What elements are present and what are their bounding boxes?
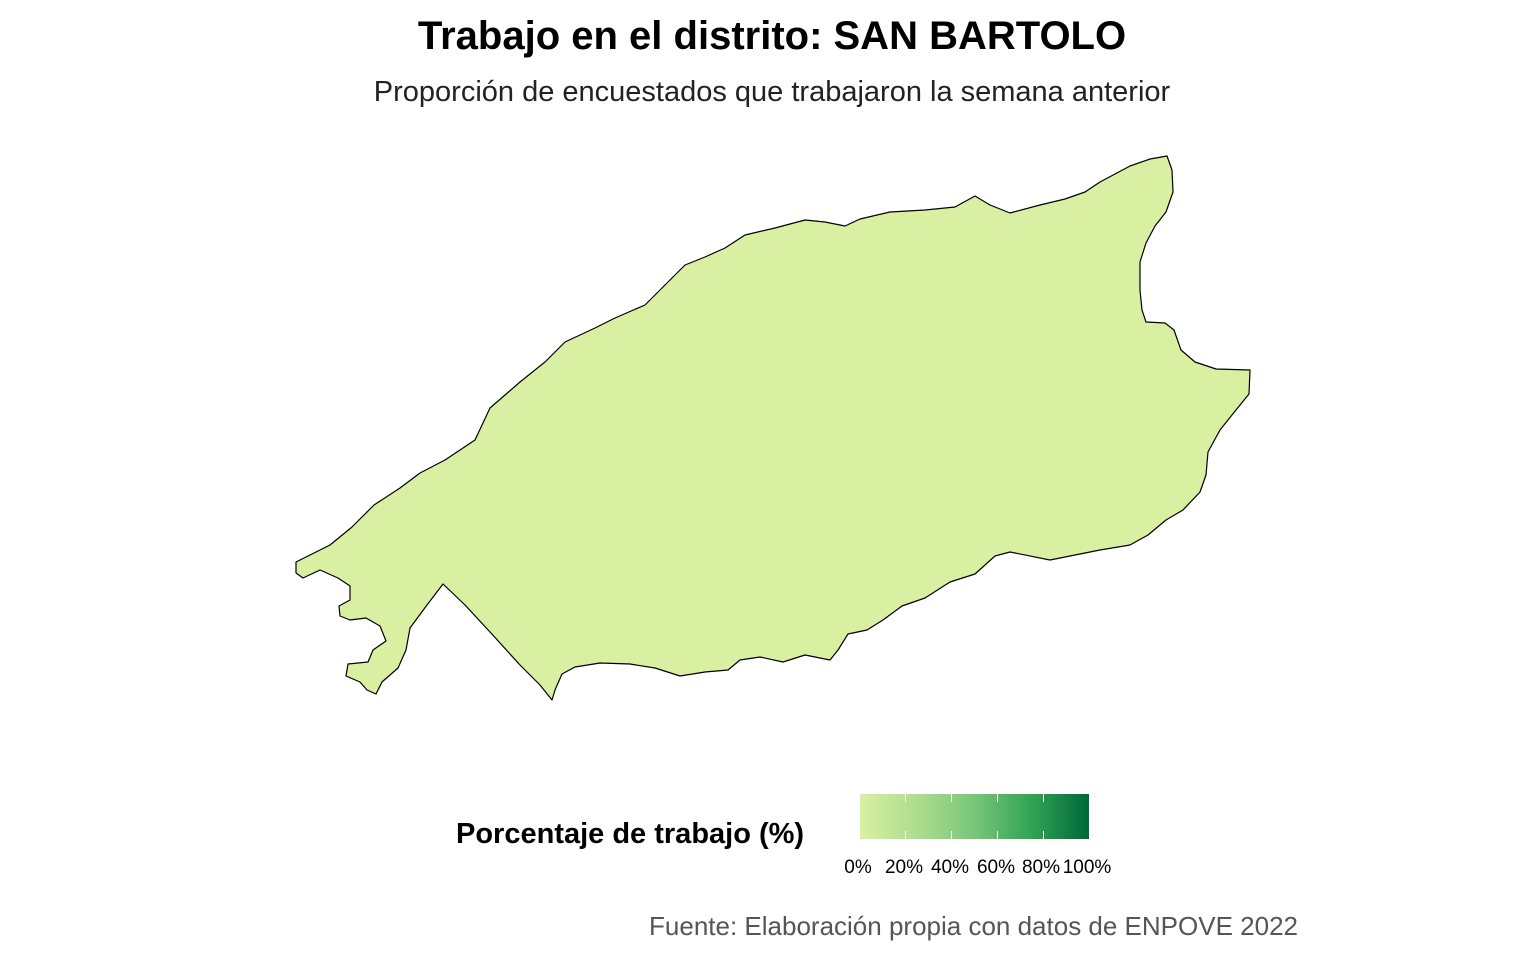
legend-label-80: 80% (1021, 857, 1061, 878)
legend-label-40: 40% (930, 857, 970, 878)
source-caption: Fuente: Elaboración propia con datos de … (649, 911, 1298, 941)
legend-tick-60 (997, 794, 998, 802)
legend-label-60: 60% (976, 857, 1016, 878)
legend-colorbar (860, 794, 1089, 839)
district-map (295, 155, 1251, 701)
district-polygon-san-bartolo (295, 155, 1251, 701)
legend-label-100: 100% (1062, 857, 1112, 878)
map-title: Trabajo en el distrito: SAN BARTOLO (417, 14, 1127, 58)
legend-label-0: 0% (844, 857, 872, 878)
legend-title: Porcentaje de trabajo (%) (456, 818, 805, 850)
legend-tick-40-bottom (951, 831, 952, 839)
legend-label-20: 20% (884, 857, 924, 878)
map-subtitle: Proporción de encuestados que trabajaron… (373, 76, 1171, 108)
legend-tick-80 (1043, 794, 1044, 802)
legend-tick-40 (951, 794, 952, 802)
legend-tick-20-bottom (905, 831, 906, 839)
legend-tick-80-bottom (1043, 831, 1044, 839)
legend-tick-60-bottom (997, 831, 998, 839)
legend-tick-20 (905, 794, 906, 802)
legend: Porcentaje de trabajo (%) 0% 20% 40% 60%… (440, 790, 1140, 890)
